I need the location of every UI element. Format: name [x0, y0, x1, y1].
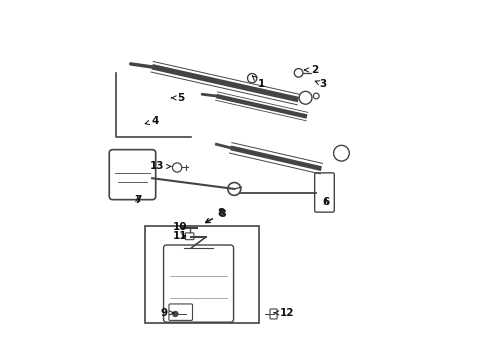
Text: 2: 2: [305, 65, 318, 75]
Circle shape: [172, 311, 178, 317]
Text: 5: 5: [172, 93, 184, 103]
Text: 12: 12: [274, 308, 294, 318]
Text: 4: 4: [145, 116, 159, 126]
Bar: [145, 226, 259, 323]
Text: 13: 13: [150, 161, 171, 171]
Text: 9: 9: [160, 308, 173, 318]
Text: 1: 1: [252, 76, 265, 89]
Text: 10: 10: [173, 222, 187, 232]
Text: 8: 8: [206, 209, 226, 223]
Text: 6: 6: [322, 197, 330, 207]
Text: 3: 3: [315, 79, 326, 89]
Text: 8: 8: [205, 208, 225, 222]
Text: 7: 7: [134, 195, 142, 204]
Text: 11: 11: [173, 231, 187, 241]
